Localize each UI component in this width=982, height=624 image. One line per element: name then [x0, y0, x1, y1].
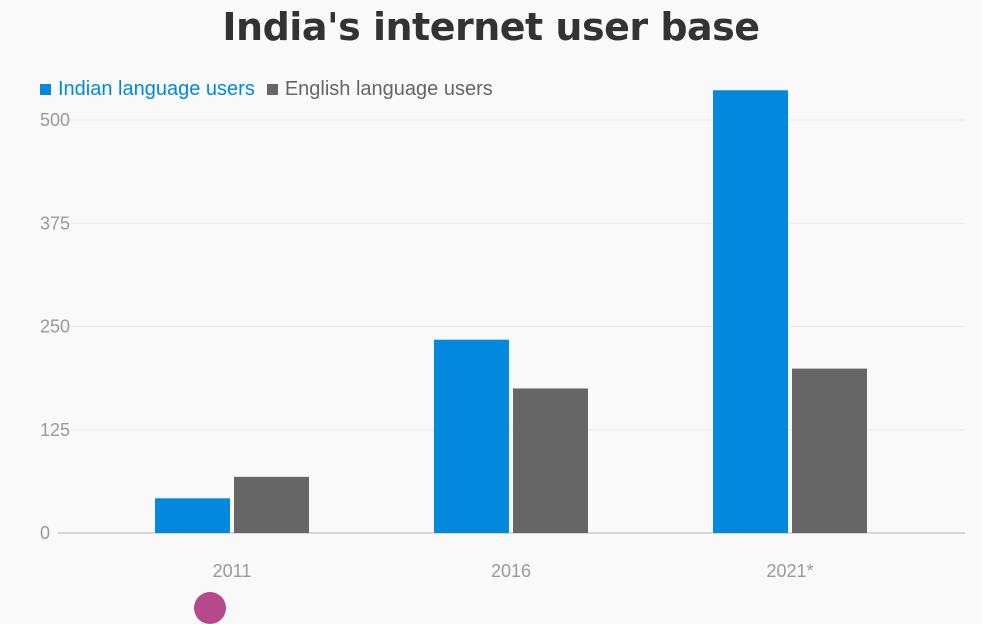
bar-chart: 0 125 250 375 500 2011 2016 2021*	[40, 90, 965, 581]
bar-indian-2021	[713, 90, 788, 533]
y-tick-label: 0	[40, 523, 50, 543]
x-tick-label: 2021*	[766, 561, 813, 581]
legend: Indian language users English language u…	[40, 77, 505, 101]
legend-item-english[interactable]: English language users	[266, 77, 493, 101]
brand-logo-mark	[194, 592, 226, 624]
bar-indian-2011	[155, 498, 230, 533]
bar-english-2021	[792, 368, 867, 533]
y-tick-label: 500	[40, 110, 70, 130]
legend-swatch-indian	[40, 83, 51, 95]
chart-title: India's internet user base	[222, 5, 760, 49]
bar-english-2011	[234, 476, 309, 533]
x-tick-label: 2011	[213, 561, 252, 581]
y-tick-label: 250	[40, 317, 70, 337]
legend-label-indian: Indian language users	[58, 77, 255, 100]
legend-label-english: English language users	[284, 77, 493, 100]
bar-indian-2016	[434, 339, 509, 533]
bar-english-2016	[513, 388, 588, 533]
x-tick-label: 2016	[491, 561, 531, 581]
legend-swatch-english	[266, 83, 278, 95]
y-tick-label: 375	[40, 213, 70, 233]
y-tick-label: 125	[40, 420, 70, 440]
legend-item-indian[interactable]: Indian language users	[40, 78, 255, 101]
